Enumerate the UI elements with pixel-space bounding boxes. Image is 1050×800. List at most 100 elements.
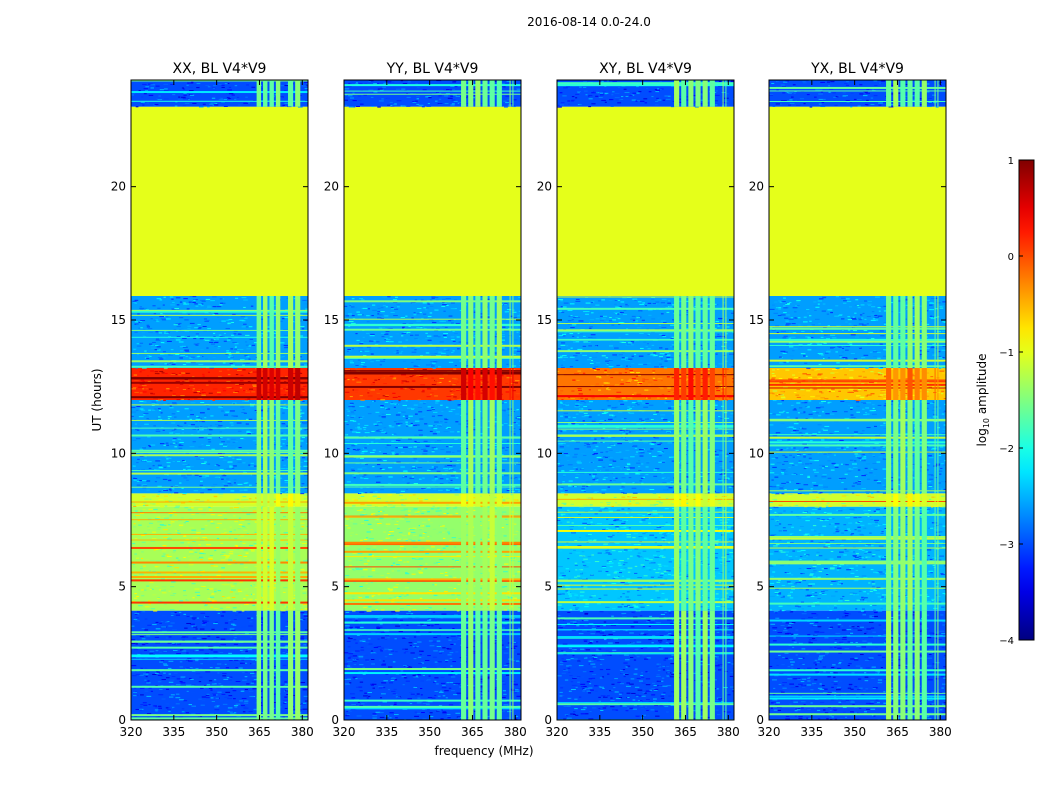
noise-pixel: [199, 575, 203, 577]
noise-pixel: [179, 681, 183, 683]
rfi-channel: [295, 610, 301, 720]
noise-pixel: [305, 648, 308, 650]
noise-pixel: [143, 533, 147, 535]
noise-pixel: [358, 678, 363, 680]
noise-pixel: [283, 696, 288, 698]
noise-pixel: [201, 421, 206, 423]
noise-pixel: [155, 715, 158, 717]
noise-pixel: [344, 588, 347, 590]
noise-pixel: [353, 639, 357, 641]
noise-pixel: [405, 518, 409, 520]
noise-pixel: [181, 398, 185, 400]
noise-pixel: [459, 686, 463, 688]
noise-pixel: [228, 652, 232, 654]
noise-pixel: [395, 610, 400, 612]
noise-pixel: [397, 608, 401, 610]
noise-pixel: [192, 637, 197, 639]
noise-pixel: [305, 508, 308, 510]
noise-pixel: [502, 532, 506, 534]
noise-pixel: [171, 429, 176, 431]
noise-pixel: [450, 644, 454, 646]
noise-pixel: [175, 101, 178, 103]
noise-pixel: [506, 594, 510, 596]
noise-pixel: [267, 327, 270, 329]
noise-pixel: [245, 356, 250, 358]
noise-pixel: [174, 428, 177, 430]
noise-pixel: [254, 497, 258, 499]
noise-pixel: [218, 83, 222, 85]
noise-pixel: [396, 601, 402, 603]
noise-pixel: [507, 591, 510, 593]
noise-pixel: [167, 667, 172, 669]
noise-pixel: [194, 536, 199, 538]
noise-pixel: [438, 525, 444, 527]
noise-pixel: [219, 304, 223, 306]
noise-pixel: [355, 618, 358, 620]
noise-pixel: [135, 106, 139, 108]
rfi-channel: [269, 493, 274, 507]
noise-pixel: [201, 624, 206, 626]
noise-pixel: [199, 412, 205, 414]
noise-pixel: [184, 507, 189, 509]
noise-pixel: [455, 512, 459, 514]
rfi-channel: [269, 80, 274, 107]
noise-pixel: [301, 385, 305, 387]
noise-pixel: [157, 681, 162, 683]
noise-pixel: [283, 347, 288, 349]
noise-pixel: [233, 712, 237, 714]
noise-pixel: [217, 672, 220, 674]
noise-pixel: [300, 636, 305, 638]
noise-pixel: [394, 702, 397, 704]
rfi-streak: [131, 91, 308, 94]
noise-pixel: [352, 505, 356, 507]
noise-pixel: [229, 507, 233, 509]
noise-pixel: [153, 313, 157, 315]
noise-pixel: [171, 298, 174, 300]
noise-pixel: [152, 305, 156, 307]
noise-pixel: [183, 477, 188, 479]
noise-pixel: [346, 661, 352, 663]
noise-pixel: [185, 372, 191, 374]
noise-pixel: [213, 623, 218, 625]
noise-pixel: [282, 355, 285, 357]
noise-pixel: [440, 718, 444, 720]
noise-pixel: [487, 676, 491, 678]
noise-pixel: [233, 639, 236, 641]
noise-pixel: [478, 678, 484, 680]
noise-pixel: [450, 500, 454, 502]
noise-pixel: [151, 402, 156, 404]
noise-pixel: [210, 514, 216, 516]
noise-pixel: [355, 642, 358, 644]
noise-pixel: [136, 324, 140, 326]
noise-pixel: [199, 420, 204, 422]
noise-pixel: [254, 586, 258, 588]
noise-pixel: [349, 516, 352, 518]
noise-pixel: [419, 654, 422, 656]
noise-pixel: [134, 321, 138, 323]
noise-pixel: [407, 538, 412, 540]
noise-pixel: [499, 586, 505, 588]
noise-pixel: [214, 423, 220, 425]
noise-pixel: [177, 337, 182, 339]
noise-pixel: [232, 607, 237, 609]
noise-pixel: [448, 687, 452, 689]
noise-pixel: [197, 716, 201, 718]
noise-pixel: [169, 495, 172, 497]
y-tick-label: 20: [111, 180, 126, 194]
noise-pixel: [302, 603, 308, 605]
x-tick-label: 380: [291, 725, 314, 739]
noise-pixel: [487, 538, 490, 540]
noise-pixel: [242, 369, 246, 371]
noise-pixel: [506, 595, 511, 597]
noise-pixel: [455, 673, 458, 675]
noise-pixel: [360, 576, 365, 578]
noise-pixel: [139, 371, 142, 373]
noise-pixel: [301, 486, 304, 488]
noise-pixel: [278, 428, 283, 430]
noise-pixel: [512, 549, 516, 551]
noise-pixel: [351, 595, 356, 597]
rfi-streak: [131, 434, 308, 437]
noise-pixel: [298, 359, 304, 361]
noise-pixel: [154, 349, 159, 351]
noise-pixel: [131, 639, 136, 641]
